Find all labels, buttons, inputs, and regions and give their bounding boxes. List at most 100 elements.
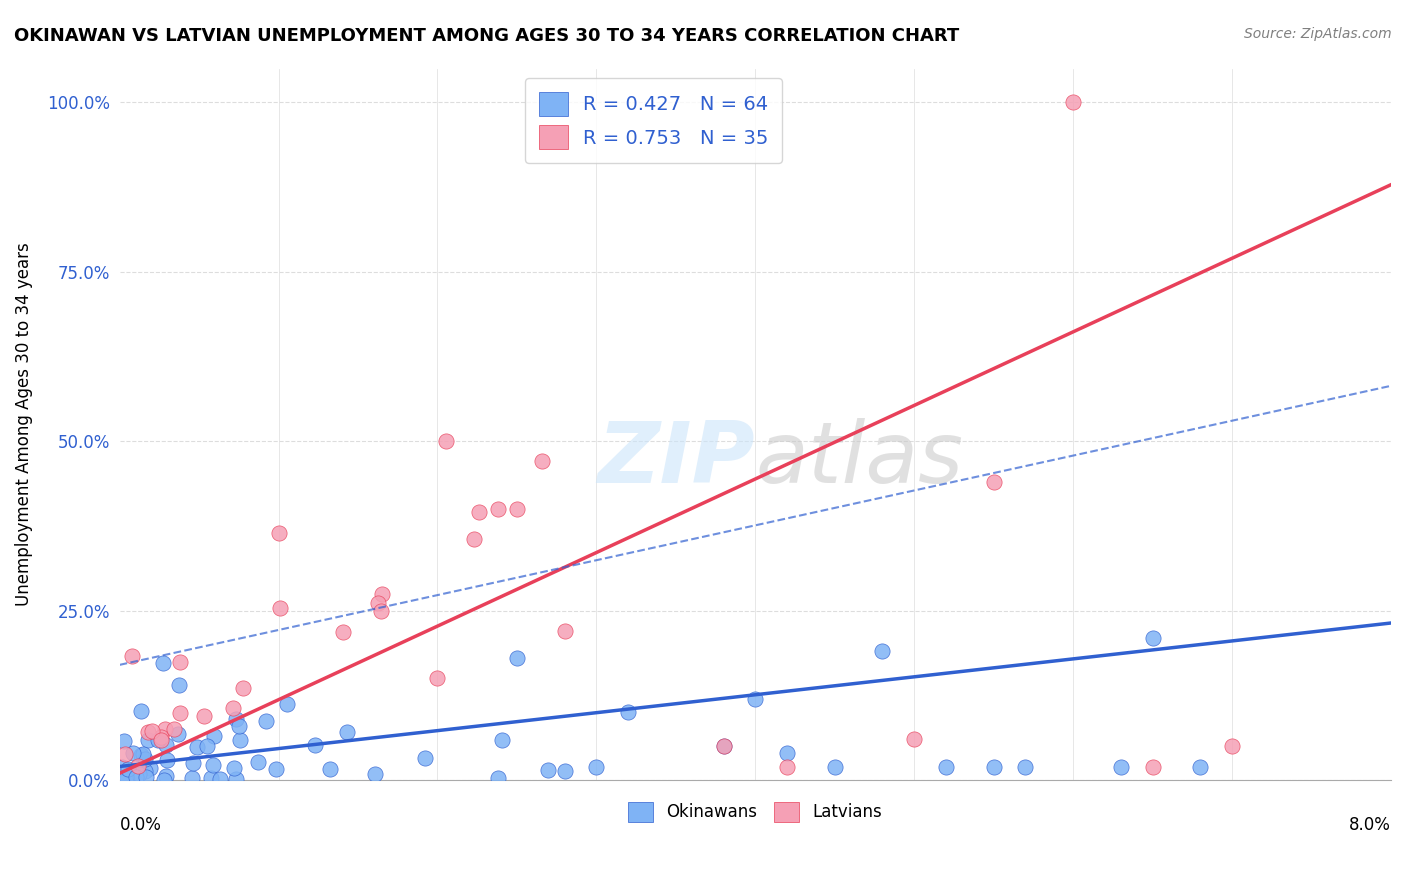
Point bbox=[149, 733, 172, 747]
Point bbox=[935, 759, 957, 773]
Point bbox=[136, 725, 159, 739]
Point bbox=[506, 502, 529, 516]
Point bbox=[463, 532, 485, 546]
Text: ZIP: ZIP bbox=[598, 418, 755, 501]
Point bbox=[530, 454, 553, 468]
Point bbox=[264, 763, 287, 777]
Point bbox=[127, 759, 149, 773]
Point bbox=[225, 772, 247, 786]
Point bbox=[246, 755, 269, 769]
Point bbox=[903, 732, 925, 747]
Point bbox=[229, 733, 252, 747]
Point bbox=[1220, 739, 1243, 754]
Point bbox=[554, 764, 576, 779]
Point bbox=[141, 724, 163, 739]
Point bbox=[370, 604, 392, 618]
Point bbox=[193, 709, 215, 723]
Point bbox=[336, 725, 359, 739]
Point bbox=[364, 767, 387, 781]
Point bbox=[139, 761, 162, 775]
Point bbox=[776, 759, 799, 773]
Point bbox=[129, 704, 152, 718]
Point bbox=[183, 756, 205, 770]
Point bbox=[202, 729, 225, 743]
Point bbox=[200, 771, 222, 785]
Point bbox=[152, 656, 174, 670]
Point bbox=[155, 738, 177, 752]
Point bbox=[152, 772, 174, 787]
Point bbox=[267, 526, 290, 541]
Point bbox=[112, 734, 135, 748]
Point bbox=[128, 767, 150, 781]
Point bbox=[367, 596, 389, 610]
Point bbox=[486, 772, 509, 786]
Point bbox=[713, 739, 735, 754]
Point bbox=[134, 752, 156, 766]
Point bbox=[332, 624, 354, 639]
Point bbox=[254, 714, 277, 728]
Point bbox=[163, 723, 186, 737]
Text: 8.0%: 8.0% bbox=[1350, 815, 1391, 834]
Point bbox=[371, 587, 394, 601]
Point bbox=[115, 771, 138, 785]
Point bbox=[1142, 631, 1164, 645]
Point bbox=[121, 746, 143, 760]
Point bbox=[153, 722, 176, 736]
Point bbox=[228, 719, 250, 733]
Point bbox=[491, 732, 513, 747]
Point bbox=[169, 678, 191, 692]
Point bbox=[136, 733, 159, 747]
Point bbox=[554, 624, 576, 638]
Point bbox=[776, 746, 799, 760]
Point bbox=[1109, 759, 1132, 773]
Point bbox=[617, 706, 640, 720]
Point bbox=[983, 759, 1005, 773]
Point bbox=[585, 759, 607, 773]
Point bbox=[486, 502, 509, 516]
Point bbox=[304, 738, 326, 752]
Point bbox=[983, 475, 1005, 489]
Point bbox=[156, 753, 179, 767]
Point bbox=[155, 769, 177, 783]
Point bbox=[166, 727, 188, 741]
Point bbox=[117, 762, 139, 776]
Legend: Okinawans, Latvians: Okinawans, Latvians bbox=[621, 795, 889, 829]
Point bbox=[269, 601, 291, 615]
Point bbox=[114, 770, 136, 784]
Point bbox=[134, 764, 156, 778]
Point bbox=[114, 747, 136, 761]
Point bbox=[169, 655, 191, 669]
Point bbox=[506, 651, 529, 665]
Point bbox=[149, 730, 172, 744]
Point bbox=[1014, 759, 1036, 773]
Text: OKINAWAN VS LATVIAN UNEMPLOYMENT AMONG AGES 30 TO 34 YEARS CORRELATION CHART: OKINAWAN VS LATVIAN UNEMPLOYMENT AMONG A… bbox=[14, 27, 959, 45]
Text: atlas: atlas bbox=[755, 418, 963, 501]
Point bbox=[121, 648, 143, 663]
Point bbox=[276, 697, 298, 711]
Point bbox=[221, 700, 243, 714]
Point bbox=[426, 672, 449, 686]
Point bbox=[135, 770, 157, 784]
Point bbox=[872, 644, 894, 658]
Y-axis label: Unemployment Among Ages 30 to 34 years: Unemployment Among Ages 30 to 34 years bbox=[15, 243, 32, 607]
Point bbox=[129, 748, 152, 763]
Point bbox=[132, 747, 155, 761]
Point bbox=[125, 770, 148, 784]
Point bbox=[713, 739, 735, 754]
Point bbox=[1062, 95, 1084, 110]
Point bbox=[180, 771, 202, 785]
Point bbox=[744, 691, 766, 706]
Point bbox=[318, 763, 340, 777]
Point bbox=[146, 733, 169, 747]
Point bbox=[186, 739, 208, 754]
Point bbox=[169, 706, 191, 720]
Point bbox=[537, 763, 560, 777]
Point bbox=[1142, 759, 1164, 773]
Point bbox=[434, 434, 457, 449]
Point bbox=[413, 750, 436, 764]
Point bbox=[225, 712, 247, 726]
Point bbox=[111, 760, 134, 774]
Point bbox=[201, 758, 224, 772]
Point bbox=[222, 761, 245, 775]
Text: 0.0%: 0.0% bbox=[120, 815, 162, 834]
